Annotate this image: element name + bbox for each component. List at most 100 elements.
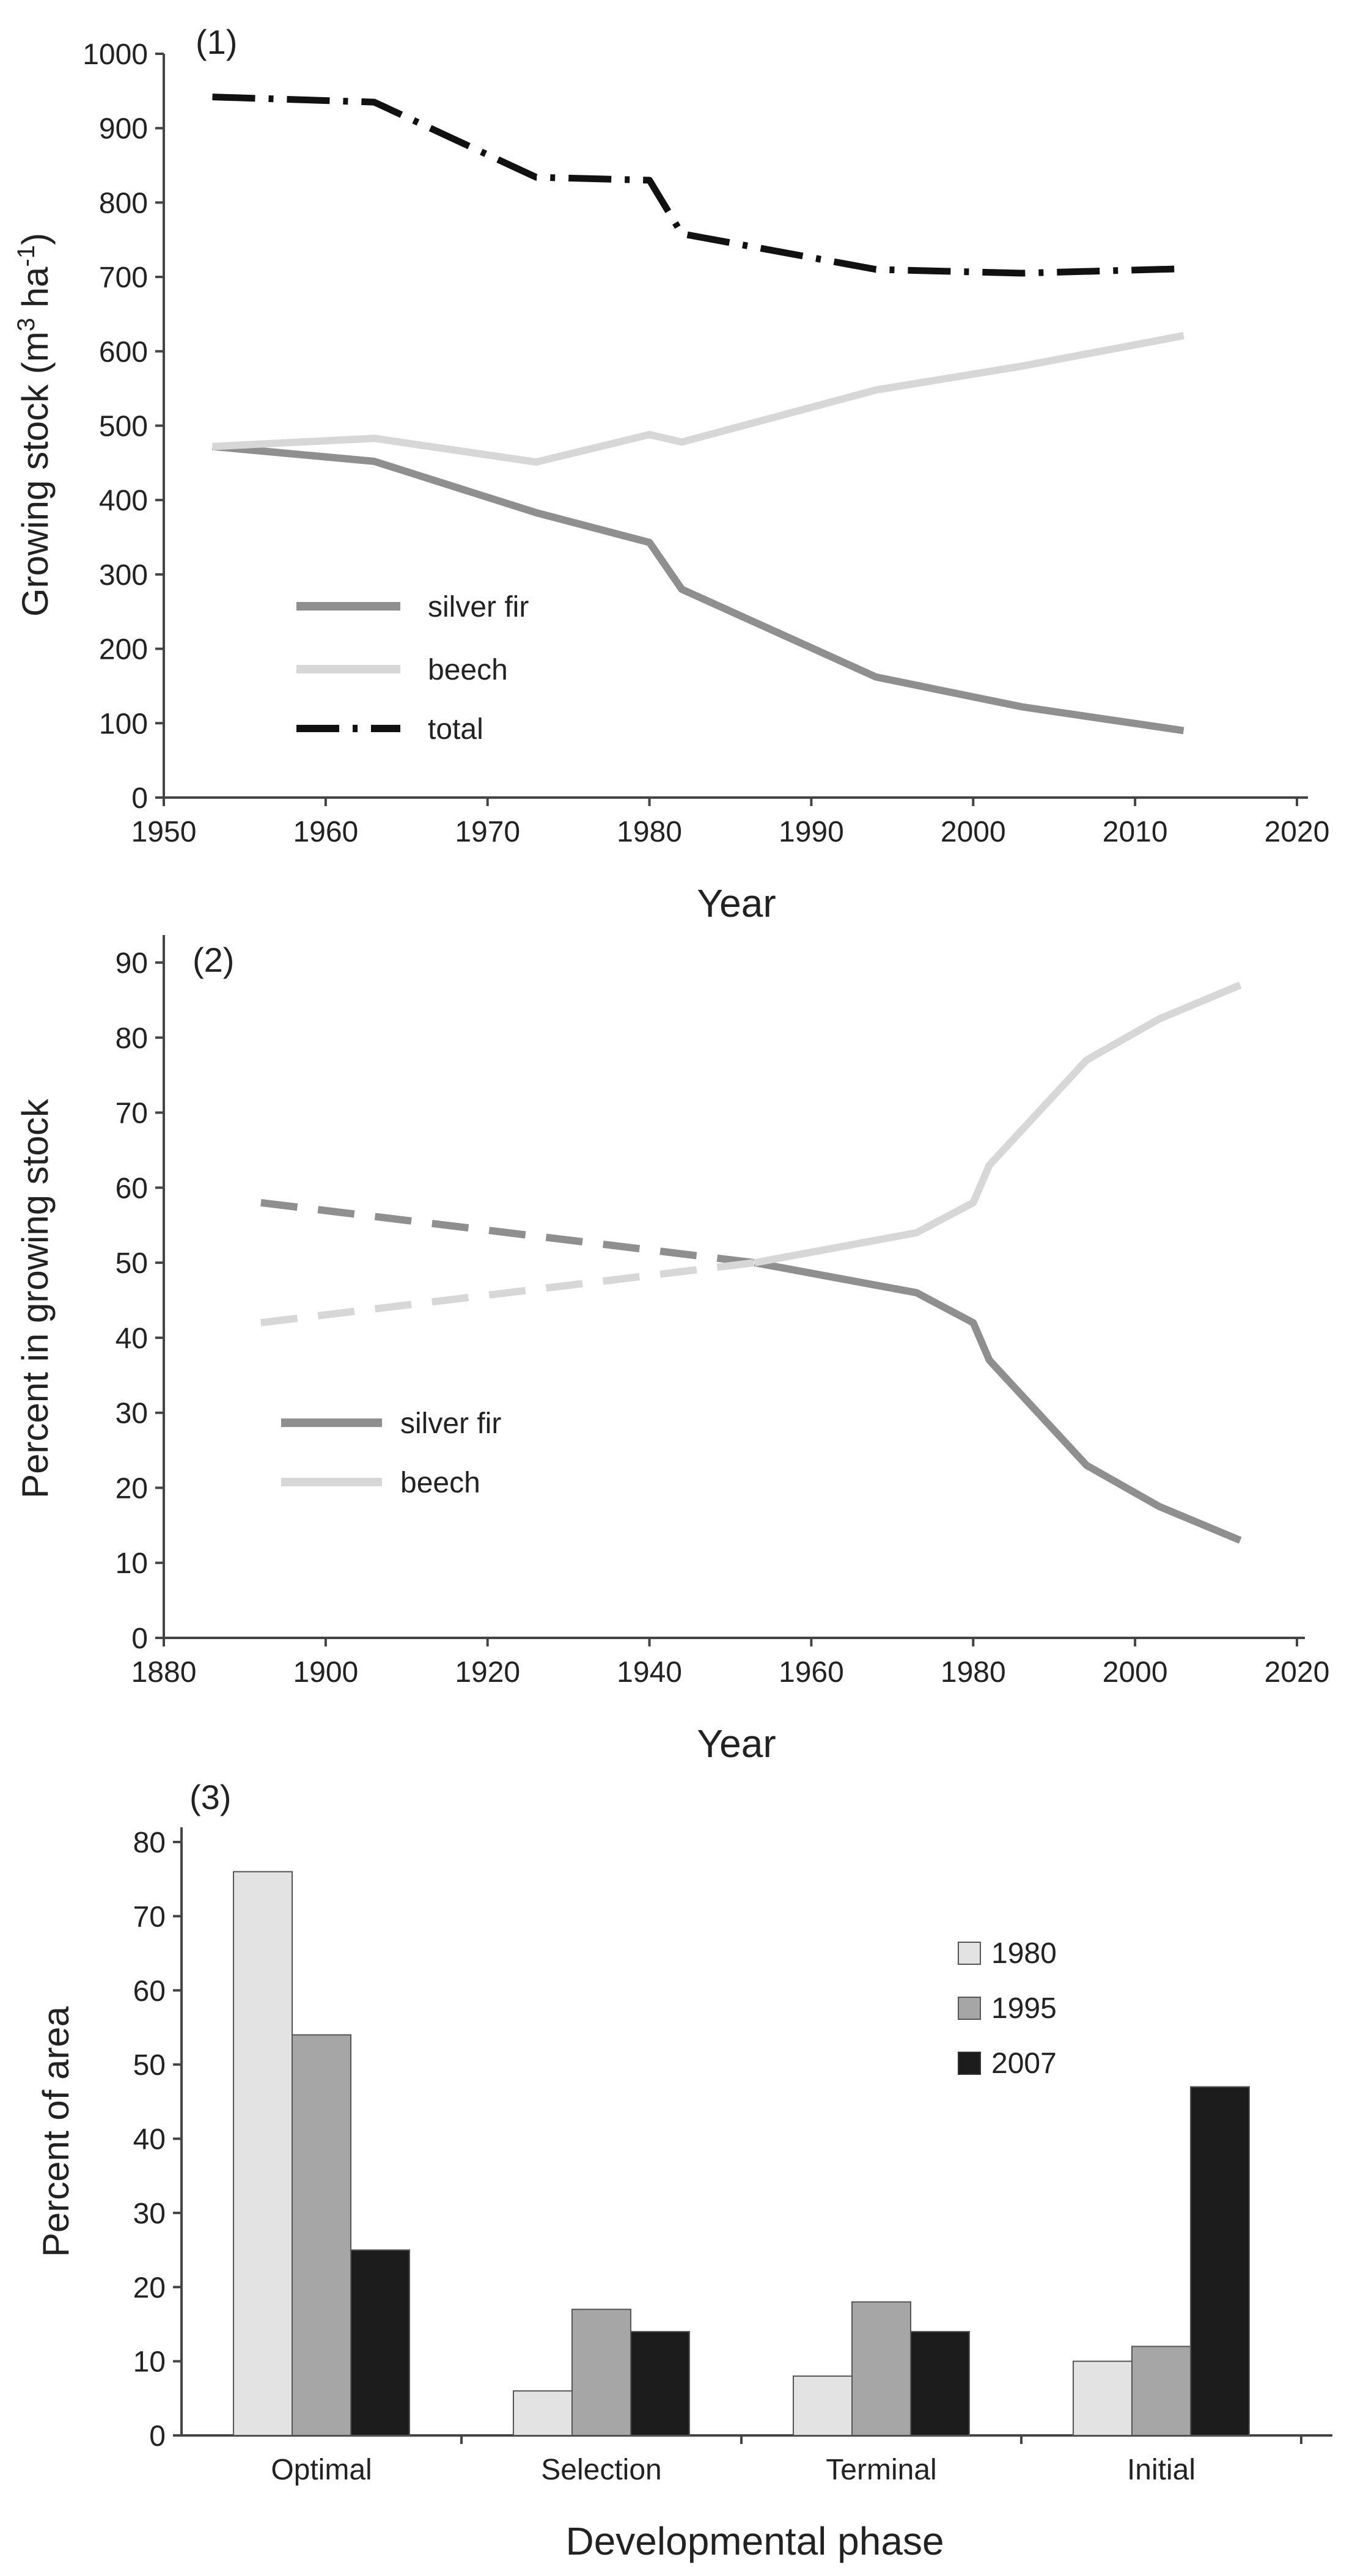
panel-3-x-tick-label: Initial xyxy=(1127,2454,1195,2486)
legend-label-silver-fir: silver fir xyxy=(428,591,529,623)
panel-2-y-tick-label: 60 xyxy=(116,1172,148,1205)
panel-2-y-tick-label: 50 xyxy=(116,1247,148,1280)
panel-3-y-ticks: 0 10 20 30 40 50 60 70 80 xyxy=(133,1827,182,2453)
legend-swatch-1980 xyxy=(958,1942,981,1965)
panel-2-y-tick-label: 80 xyxy=(116,1022,148,1055)
panel-2-dashed-line-silver-fir xyxy=(260,1198,755,1267)
panel-3-label: (3) xyxy=(189,1778,231,1816)
panel-3-developmental-phase-chart: (3) 0 10 20 30 40 50 60 70 80 Optimal Selection Te… xyxy=(35,1778,1332,2563)
panel-1-line-total xyxy=(212,94,1184,277)
panel-1-growing-stock-chart: (1) 0 100 200 300 400 500 600 700 800 900 1000 195… xyxy=(13,23,1329,925)
panel-2-x-tick-label: 1920 xyxy=(455,1656,520,1689)
panel-2-y-tick-label: 20 xyxy=(116,1472,148,1505)
panel-3-y-tick-label: 80 xyxy=(133,1827,166,1859)
panel-1-y-tick-label: 100 xyxy=(99,708,148,740)
panel-1-label: (1) xyxy=(196,23,237,61)
panel-1-y-tick-label: 900 xyxy=(99,113,148,145)
panel-1-x-tick-label: 2020 xyxy=(1265,816,1330,848)
panel-3-y-tick-label: 0 xyxy=(149,2420,166,2453)
panel-3-y-axis-label: Percent of area xyxy=(35,2006,76,2257)
panel-2-dashed-line-beech xyxy=(260,1259,755,1327)
panel-2-percent-growing-stock-chart: (2) 0 10 20 30 40 50 60 70 80 90 1880 1900 1920 1940… xyxy=(15,935,1329,1766)
panel-1-y-axis-label: Growing stock (m3 ha-1) xyxy=(13,233,56,617)
panel-1-series-lines xyxy=(211,94,1184,735)
panel-1-x-tick-label: 1950 xyxy=(131,816,197,848)
panel-1-y-tick-label: 200 xyxy=(99,634,148,666)
panel-3-x-tick-label: Terminal xyxy=(826,2454,936,2486)
panel-2-legend: silver fir beech xyxy=(281,1407,501,1499)
panel-3-y-tick-label: 40 xyxy=(133,2124,166,2156)
panel-1-y-tick-label: 600 xyxy=(99,336,148,369)
panel-2-x-ticks: 1880 1900 1920 1940 1960 1980 2000 2020 xyxy=(131,1638,1330,1689)
panel-1-line-beech xyxy=(212,332,1184,466)
panel-3-y-tick-label: 70 xyxy=(133,1901,166,1933)
panel-3-bars xyxy=(233,1871,1250,2437)
panel-2-x-tick-label: 1900 xyxy=(293,1656,358,1689)
panel-3-y-tick-label: 10 xyxy=(133,2346,166,2379)
panel-3-bar-optimal-1995 xyxy=(292,2034,351,2436)
panel-1-x-tick-label: 1970 xyxy=(455,816,520,848)
panel-2-y-axis-label: Percent in growing stock xyxy=(15,1098,56,1499)
panel-3-bar-terminal-1995 xyxy=(851,2301,911,2436)
panel-1-y-tick-label: 0 xyxy=(131,782,148,815)
legend-label-1980: 1980 xyxy=(991,1937,1057,1970)
panel-3-bar-optimal-2007 xyxy=(350,2249,410,2436)
panel-3-bar-selection-1995 xyxy=(571,2308,631,2437)
panel-2-line-beech xyxy=(754,982,1242,1267)
panel-3-x-tick-label: Selection xyxy=(541,2454,661,2486)
panel-1-x-tick-label: 1990 xyxy=(779,816,844,848)
panel-1-x-tick-label: 1960 xyxy=(293,816,358,848)
legend-label-beech: beech xyxy=(428,654,508,686)
panel-2-label: (2) xyxy=(193,941,234,979)
panel-2-y-tick-label: 40 xyxy=(116,1323,148,1355)
panel-3-y-tick-label: 20 xyxy=(133,2272,166,2304)
panel-2-y-tick-label: 70 xyxy=(116,1098,148,1130)
panel-2-x-tick-label: 2020 xyxy=(1265,1656,1330,1689)
panel-2-y-tick-label: 10 xyxy=(116,1547,148,1580)
panel-3-bar-terminal-2007 xyxy=(910,2331,970,2436)
panel-2-x-tick-label: 1880 xyxy=(131,1656,197,1689)
panel-1-y-tick-label: 300 xyxy=(99,559,148,592)
panel-2-y-ticks: 0 10 20 30 40 50 60 70 80 90 xyxy=(116,947,164,1655)
panel-2-series-lines xyxy=(260,982,1242,1544)
panel-3-y-tick-label: 50 xyxy=(133,2049,166,2082)
legend-label-total: total xyxy=(428,713,483,746)
panel-2-y-tick-label: 30 xyxy=(116,1398,148,1430)
panel-1-y-tick-label: 500 xyxy=(99,411,148,443)
panel-1-y-tick-label: 800 xyxy=(99,187,148,219)
panel-2-y-tick-label: 0 xyxy=(131,1623,148,1655)
legend-label-2007: 2007 xyxy=(991,2047,1057,2080)
legend-swatch-1995 xyxy=(958,1997,981,2020)
legend-label-1995: 1995 xyxy=(991,1992,1057,2025)
panel-2-x-tick-label: 1960 xyxy=(779,1656,844,1689)
panel-2-x-tick-label: 1980 xyxy=(941,1656,1006,1689)
panel-1-x-tick-label: 2010 xyxy=(1103,816,1168,848)
legend-label-silver-fir: silver fir xyxy=(400,1407,501,1440)
panel-2-line-silver-fir xyxy=(754,1259,1242,1544)
legend-swatch-2007 xyxy=(958,2052,981,2075)
legend-label-beech: beech xyxy=(400,1467,480,1499)
panel-3-bar-terminal-1980 xyxy=(793,2375,853,2436)
panel-1-x-tick-label: 1980 xyxy=(617,816,682,848)
panel-3-x-axis-label: Developmental phase xyxy=(565,2519,944,2563)
panel-3-legend: 1980 1995 2007 xyxy=(958,1937,1057,2080)
panel-3-bar-initial-1995 xyxy=(1131,2346,1191,2437)
panel-1-y-tick-label: 700 xyxy=(99,262,148,294)
panel-3-bar-selection-1980 xyxy=(513,2390,573,2437)
panel-3-x-tick-label: Optimal xyxy=(271,2454,372,2486)
panel-1-y-tick-label: 400 xyxy=(99,485,148,517)
panel-2-x-axis-label: Year xyxy=(697,1722,776,1766)
panel-3-x-ticks: Optimal Selection Terminal Initial xyxy=(271,2435,1302,2486)
panel-1-x-ticks: 1950 1960 1970 1980 1990 2000 2010 2020 xyxy=(131,798,1330,848)
panel-3-bar-initial-1980 xyxy=(1073,2360,1133,2436)
panel-3-bar-optimal-1980 xyxy=(233,1871,293,2437)
panel-3-y-tick-label: 60 xyxy=(133,1975,166,2008)
panel-2-y-tick-label: 90 xyxy=(116,947,148,980)
panel-2-x-tick-label: 1940 xyxy=(617,1656,682,1689)
panel-1-x-tick-label: 2000 xyxy=(941,816,1006,848)
panel-1-line-silver-fir xyxy=(211,442,1184,735)
panel-1-y-tick-label: 1000 xyxy=(83,39,148,71)
panel-2-x-tick-label: 2000 xyxy=(1103,1656,1168,1689)
panel-1-legend: silver fir beech total xyxy=(296,591,529,746)
